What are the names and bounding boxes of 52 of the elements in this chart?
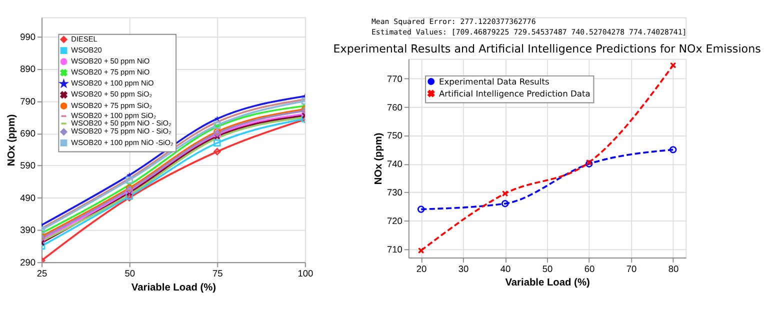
x-tick-label: 50: [542, 264, 553, 274]
point: [669, 146, 677, 154]
text: Mean Squared Error: 277.1220377362776: [371, 17, 536, 26]
y-tick-label: 790: [20, 96, 36, 106]
y-tick-label: 490: [20, 192, 36, 203]
y-tick-label: 990: [20, 32, 36, 42]
legend-label: WSOB20 + 75 ppm NiO: [71, 68, 150, 77]
x-tick-label: 40: [500, 264, 511, 274]
legend-label: Artificial Intelligence Prediction Data: [438, 88, 590, 98]
x-axis-title: Variable Load (%): [131, 282, 216, 294]
y-tick-label: 760: [387, 102, 402, 112]
y-tick-label: 290: [20, 257, 36, 268]
legend-label: WSOB20 + 100 ppm NiO -SiO₂: [71, 138, 174, 147]
point: [502, 190, 508, 196]
y-tick-label: 750: [387, 130, 402, 141]
y-axis-title: NOx (ppm): [373, 132, 384, 185]
legend-label: WSOB20: [71, 45, 102, 54]
y-tick-label: 890: [20, 64, 36, 74]
legend-label: WSOB20 + 75 ppm SiO₂: [71, 100, 152, 110]
x-tick-label: 30: [458, 264, 469, 274]
x-axis-title: Variable Load (%): [505, 278, 590, 289]
y-tick-label: 740: [387, 159, 402, 170]
y-axis-title: NOx (ppm): [6, 114, 18, 166]
point: [418, 248, 424, 254]
point: [417, 206, 425, 213]
legend-label: Experimental Data Results: [438, 76, 550, 86]
x-tick-label: 60: [584, 264, 595, 274]
y-tick-label: 720: [387, 216, 402, 226]
point: [501, 200, 509, 208]
x-tick-label: 25: [36, 268, 48, 278]
legend-label: WSOB20 + 50 ppm NiO - SiO₂: [71, 118, 172, 128]
text: Estimated Values: [709.46879225 729.54537487 740.52704278 774.74028741]: [371, 27, 687, 36]
x-tick-label: 75: [212, 268, 223, 278]
point: [670, 62, 676, 68]
y-tick-label: 690: [20, 128, 36, 139]
y-tick-label: 710: [387, 244, 402, 254]
legend-label: WSOB20 + 75 ppm NiO - SiO₂: [71, 126, 172, 136]
legend-label: WSOB20 + 50 ppm NiO: [71, 56, 150, 66]
y-tick-label: 590: [20, 160, 36, 171]
legend-label: DIESEL: [71, 34, 98, 44]
chart-title: Experimental Results and Artificial Intelligence Predictions for NOx Emissions: [333, 42, 762, 56]
y-tick-label: 730: [387, 187, 402, 198]
y-tick-label: 390: [20, 225, 36, 236]
legend-label: WSOB20 + 50 ppm SiO₂: [71, 90, 152, 99]
legend-label: WSOB20 + 100 ppm NiO: [71, 78, 154, 88]
x-tick-label: 80: [668, 264, 679, 274]
x-tick-label: 50: [124, 268, 135, 278]
legend-label: WSOB20 + 100 ppm SiO₂: [71, 111, 156, 120]
x-tick-label: 70: [626, 264, 637, 274]
y-tick-label: 770: [387, 74, 402, 84]
x-tick-label: 100: [298, 268, 314, 278]
x-tick-label: 20: [416, 264, 427, 274]
